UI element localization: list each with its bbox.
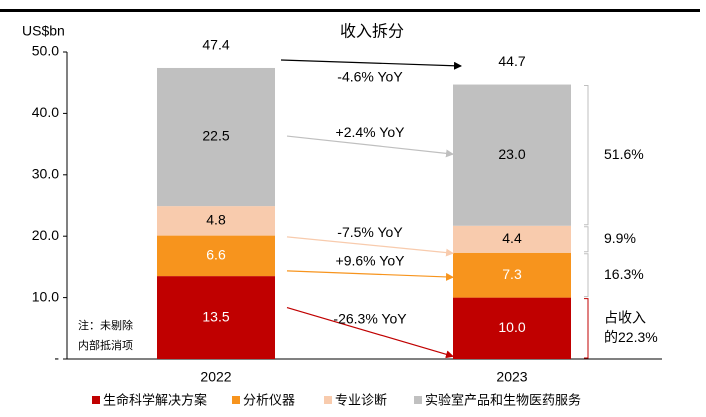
legend-label: 专业诊断 <box>335 394 387 409</box>
legend-swatch <box>92 396 100 404</box>
yoy-arrow <box>286 270 454 281</box>
legend-swatch <box>324 396 332 404</box>
y-tick-label: - <box>54 350 59 366</box>
note: 注：未剔除 <box>78 318 133 332</box>
yoy-arrow <box>286 135 454 158</box>
y-tick-label: 20.0 <box>32 227 59 243</box>
share-bracket <box>584 85 589 226</box>
y-tick-label: 30.0 <box>32 166 59 182</box>
bar-segment <box>453 225 571 253</box>
y-axis-label: US$bn <box>22 23 65 39</box>
bar-segment <box>157 67 275 207</box>
x-tick-label: 2023 <box>496 369 527 385</box>
bar-segment <box>157 206 275 236</box>
bar-segment <box>453 297 571 359</box>
share-bracket <box>584 298 589 359</box>
share-label: 占收入 <box>604 310 646 326</box>
data-label: 10.0 <box>498 319 525 335</box>
total-label: 44.7 <box>498 53 525 69</box>
data-label: 4.4 <box>502 230 522 246</box>
bar-segment <box>453 84 571 226</box>
data-label: 6.6 <box>206 247 226 263</box>
bar-segment <box>157 235 275 277</box>
top-rule <box>0 9 700 12</box>
data-label: 22.5 <box>202 128 229 144</box>
x-tick-label: 2022 <box>200 369 231 385</box>
bar-segment <box>157 276 275 359</box>
y-tick-label: 10.0 <box>32 288 59 304</box>
yoy-label: +2.4% YoY <box>336 124 406 140</box>
yoy-arrow <box>286 306 454 359</box>
total-label: 47.4 <box>202 37 229 53</box>
data-label: 13.5 <box>202 308 229 324</box>
bar-segment <box>453 252 571 298</box>
y-tick-label: 50.0 <box>32 43 59 59</box>
share-label: 的22.3% <box>604 329 658 345</box>
legend-label: 分析仪器 <box>243 394 295 409</box>
data-label: 23.0 <box>498 146 525 162</box>
y-tick-label: 40.0 <box>32 104 59 120</box>
yoy-arrow <box>280 59 462 70</box>
yoy-label: -26.3% YoY <box>333 311 407 327</box>
note: 内部抵消项 <box>78 338 133 352</box>
yoy-label: -4.6% YoY <box>337 69 403 85</box>
share-label: 9.9% <box>604 230 636 246</box>
data-label: 7.3 <box>502 266 522 282</box>
yoy-label: -7.5% YoY <box>337 224 403 240</box>
share-bracket <box>584 226 589 253</box>
yoy-label: +9.6% YoY <box>336 253 406 269</box>
legend-swatch <box>414 396 422 404</box>
legend-label: 生命科学解决方案 <box>103 393 207 409</box>
data-label: 4.8 <box>206 212 226 228</box>
legend-label: 实验室产品和生物医药服务 <box>425 393 581 409</box>
chart-title: 收入拆分 <box>340 22 404 41</box>
share-bracket <box>584 253 589 298</box>
yoy-arrow <box>286 236 454 257</box>
legend-swatch <box>232 396 240 404</box>
share-label: 51.6% <box>604 146 644 162</box>
share-label: 16.3% <box>604 266 644 282</box>
